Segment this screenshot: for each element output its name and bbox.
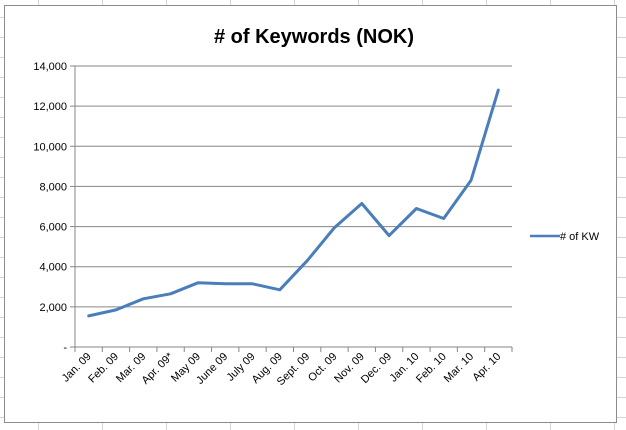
data-point [142,297,145,301]
data-point [87,314,90,318]
legend-label: # of KW [560,231,600,243]
data-point [196,281,200,284]
legend: # of KW [530,231,600,243]
data-point [278,288,282,291]
x-tick-label: Feb. 09 [86,351,121,386]
y-tick-label: 10,000 [33,141,67,153]
data-point [305,259,309,262]
data-point [442,217,445,220]
x-tick-label: Dec. 09 [359,351,394,386]
line-chart: # of Keywords (NOK) - 2,000 4,000 6,000 8,00… [33,26,600,388]
data-point [497,88,500,92]
data-point [169,292,172,296]
gridlines [75,65,512,308]
y-axis-ticks: - 2,000 4,000 6,000 8,000 10,000 12,000 14,000 [33,61,75,354]
y-tick-label: 2,000 [39,302,67,314]
data-point [251,282,254,285]
y-tick-label: 4,000 [39,262,67,274]
x-tick-label: Apr. 09* [140,350,177,387]
data-point [224,282,227,285]
data-point [114,308,118,312]
y-tick-label: 14,000 [33,61,67,73]
y-tick-label: - [63,342,67,354]
x-tick-label: Feb. 10 [414,351,449,386]
y-tick-label: 12,000 [33,101,67,113]
axes [74,66,512,348]
chart-title: # of Keywords (NOK) [214,26,414,48]
x-tick-label: Apr. 10 [470,351,503,384]
x-tick-label: Mar. 10 [442,351,476,385]
y-tick-label: 8,000 [39,181,67,193]
series [87,88,500,318]
data-point [333,226,336,229]
data-point [387,234,391,237]
chart-area: # of Keywords (NOK) - 2,000 4,000 6,000 8,00… [4,5,617,423]
data-point [469,179,473,182]
data-point [360,202,363,205]
data-point [415,207,418,210]
y-tick-label: 6,000 [39,222,67,234]
series-line [87,88,500,318]
